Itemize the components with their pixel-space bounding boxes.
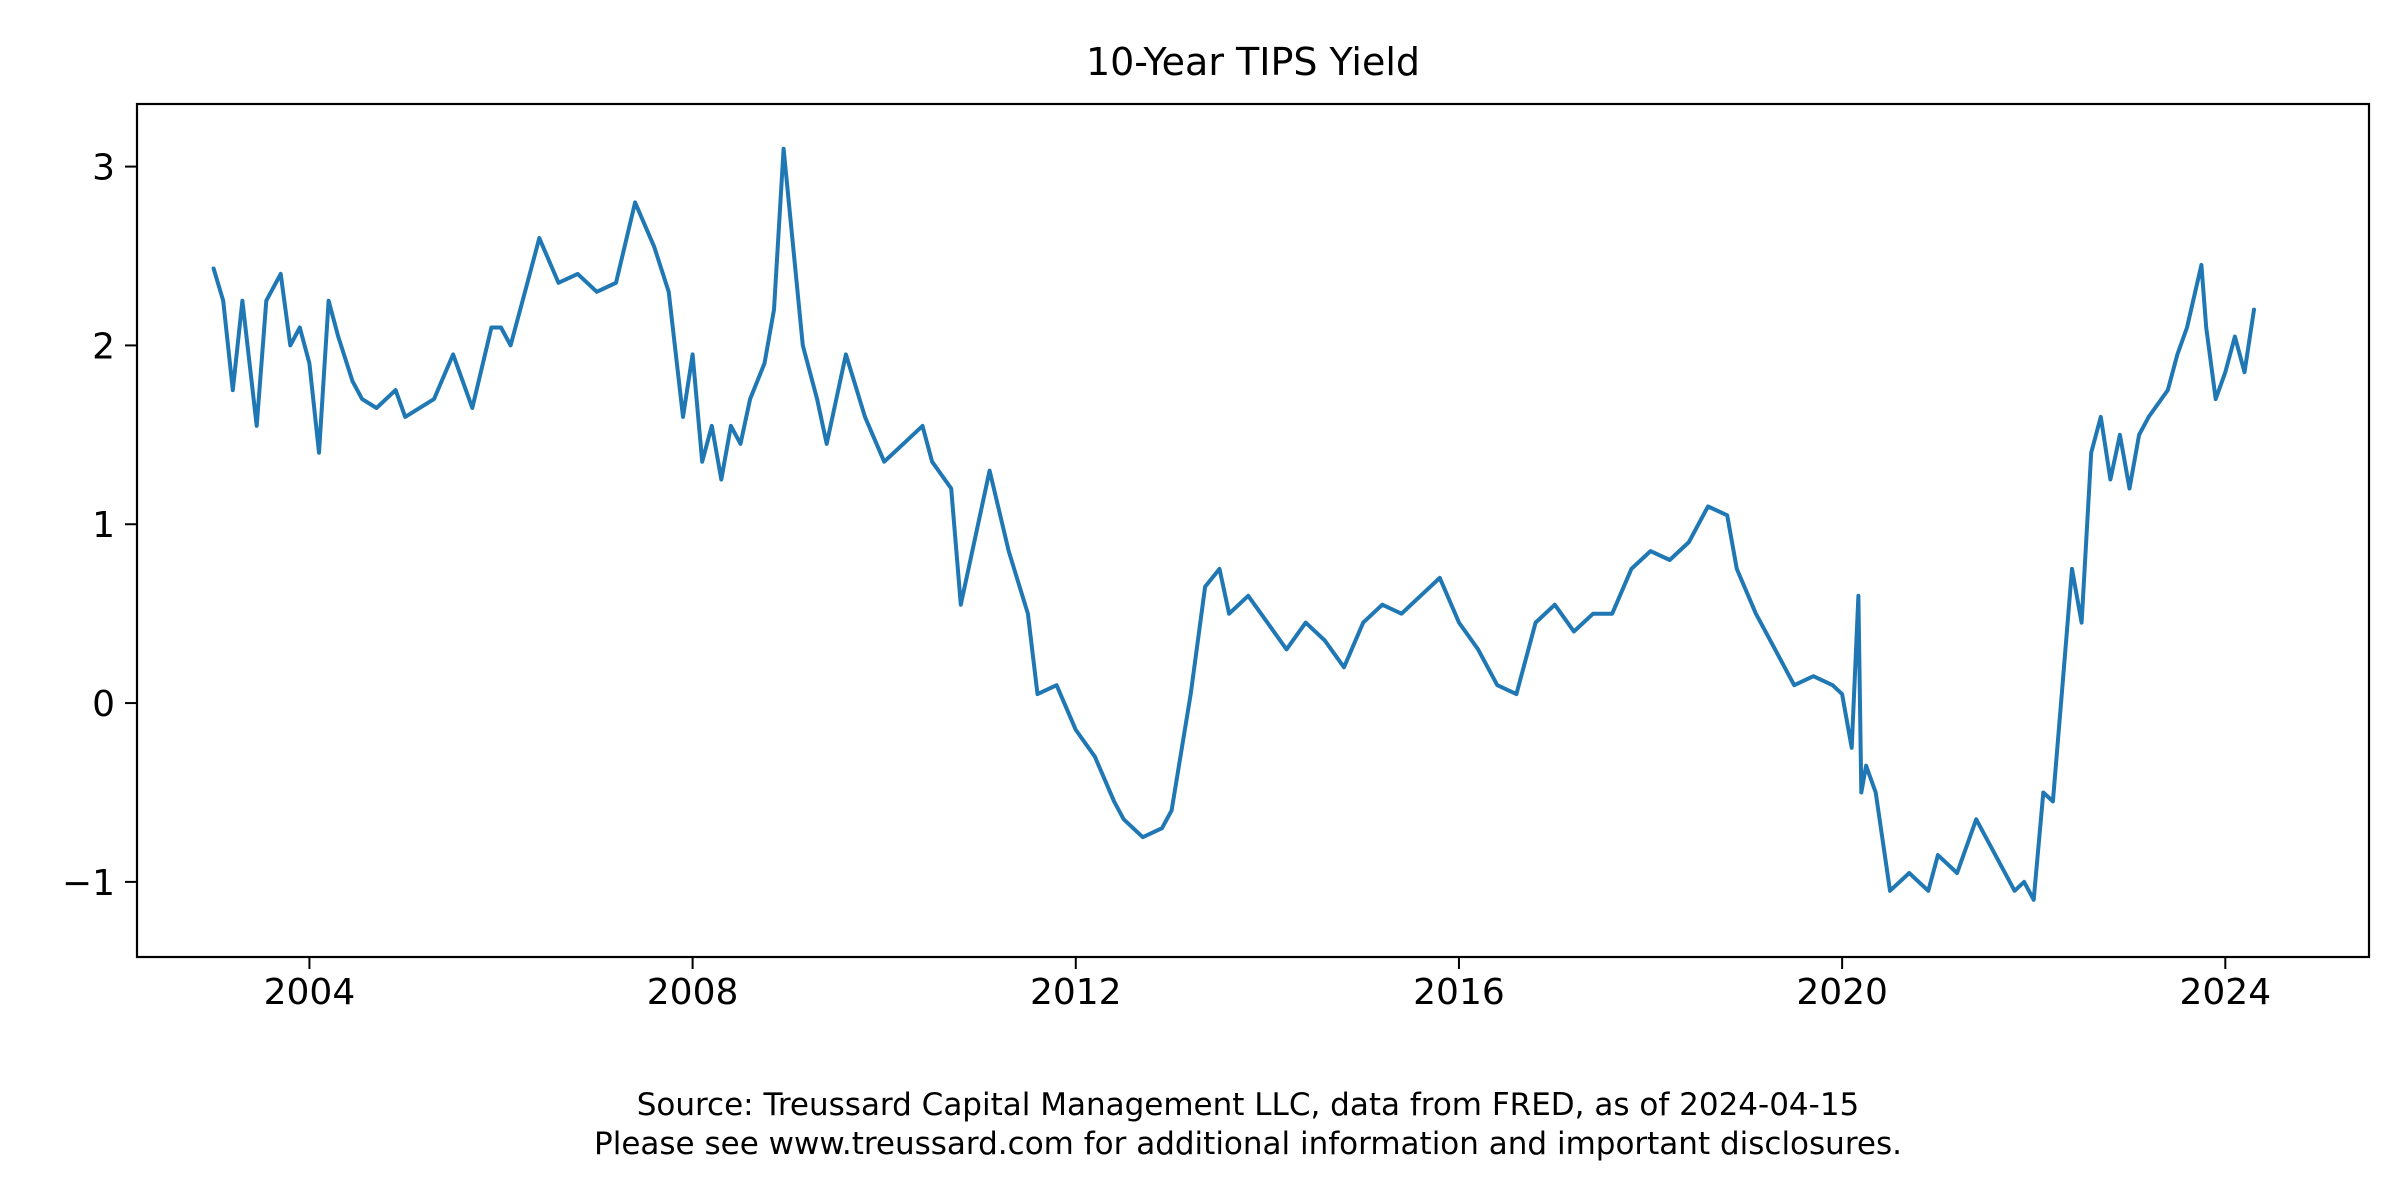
y-tick-label: 3	[92, 148, 115, 189]
y-tick-label: 2	[92, 326, 115, 367]
series-line	[211, 146, 2256, 902]
x-tick-label: 2008	[647, 972, 739, 1013]
y-tick-label: 1	[92, 505, 115, 546]
chart-title: 10-Year TIPS Yield	[1086, 40, 1420, 84]
source-note-line1: Source: Treussard Capital Management LLC…	[637, 1087, 1860, 1123]
x-tick-label: 2016	[1413, 972, 1505, 1013]
data-layer	[211, 146, 2256, 902]
source-note-line2: Please see www.treussard.com for additio…	[594, 1126, 1902, 1162]
x-tick-label: 2004	[264, 972, 356, 1013]
axis-layer: 2004 2008 2012 2016 2020 2024 3 2 1 0 −1	[62, 148, 2271, 1013]
x-tick-label: 2012	[1030, 972, 1122, 1013]
y-tick-label: −1	[62, 863, 115, 904]
y-tick-label: 0	[92, 684, 115, 725]
x-tick-label: 2024	[2179, 972, 2271, 1013]
x-tick-label: 2020	[1796, 972, 1888, 1013]
plot-frame	[135, 102, 2371, 959]
